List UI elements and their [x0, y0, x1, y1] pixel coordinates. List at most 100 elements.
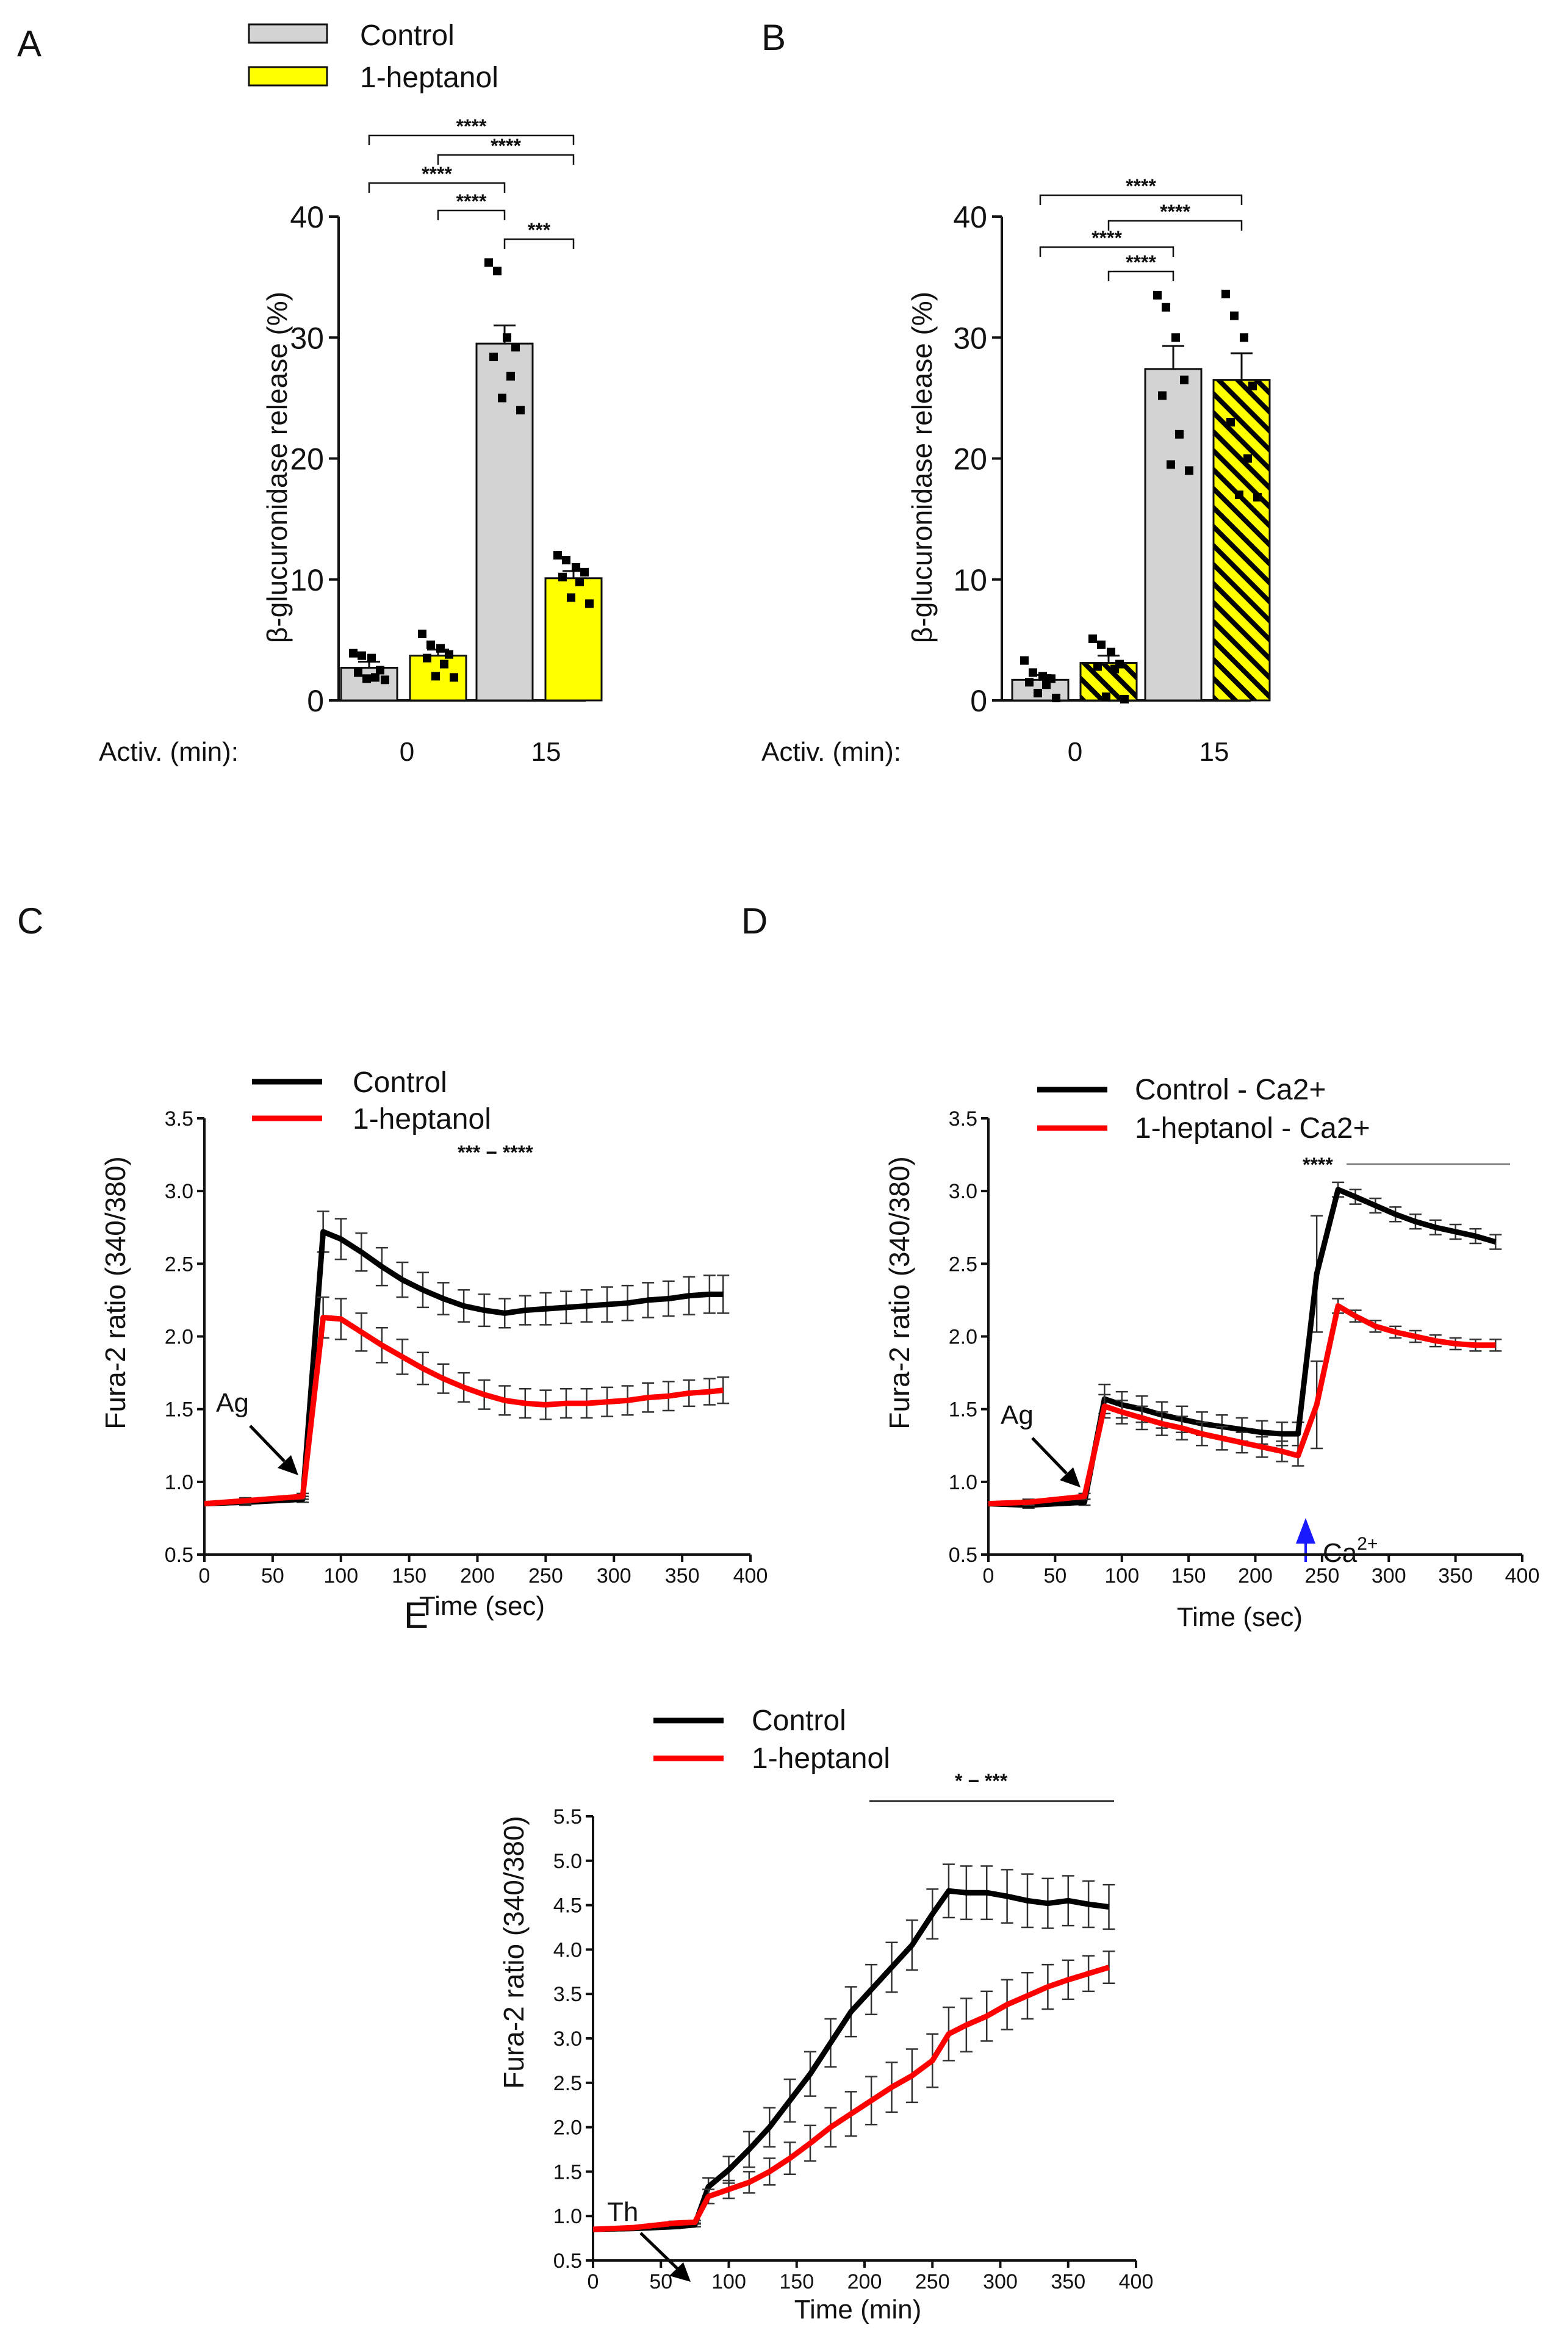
y-tick-label-A-1: 10	[290, 563, 324, 597]
sig-label-A-3: ****	[456, 190, 487, 212]
y-tick-label-E-2: 1.5	[553, 2160, 582, 2184]
category-label-b-15: 15	[1199, 737, 1229, 767]
data-point-B-0-1-7	[1120, 695, 1129, 704]
x-tick-label-D-5: 250	[1305, 1564, 1340, 1588]
legend-swatch-heptanol	[248, 66, 328, 87]
sig-label-A-2: ****	[422, 163, 452, 185]
data-point-B-1-1-5	[1243, 454, 1252, 463]
x-tick-label-C-5: 250	[528, 1564, 563, 1588]
ag-arrow-line-d	[1031, 1437, 1068, 1475]
data-point-A-0-0-5	[371, 673, 379, 682]
sig-bracket-A-2	[368, 182, 506, 193]
bar-chart-b: β-glucuronidase release (%) Activ. (min)…	[761, 175, 1271, 767]
x-tick-label-D-4: 200	[1238, 1564, 1273, 1588]
data-point-A-1-1-3	[580, 567, 589, 577]
panel-letter-b: B	[761, 17, 786, 58]
y-axis-label-d: Fura-2 ratio (340/380)	[883, 1156, 915, 1429]
significance-label-e: * − ***	[955, 1770, 1008, 1792]
data-point-A-1-0-5	[506, 372, 515, 381]
data-point-A-0-0-7	[381, 675, 389, 685]
series-line-E-0	[592, 1888, 1110, 2232]
y-tick-label-E-6: 3.5	[553, 1983, 582, 2006]
error-bar-C-1-23	[717, 1376, 730, 1404]
data-point-A-0-1-4	[423, 653, 431, 663]
y-tick-label-E-0: 0.5	[553, 2249, 582, 2273]
y-tick-label-D-3: 2.0	[949, 1326, 977, 1349]
data-point-A-0-1-6	[431, 672, 440, 681]
x-tick-label-E-3: 150	[779, 2270, 814, 2293]
x-tick-label-C-3: 150	[392, 1564, 426, 1588]
x-tick-label-D-3: 150	[1171, 1564, 1206, 1588]
data-point-A-0-1-7	[450, 673, 458, 682]
calcium-arrowhead-d	[1296, 1518, 1315, 1544]
th-arrowhead-e	[669, 2262, 691, 2282]
data-point-A-0-1-1	[426, 640, 435, 649]
y-tick-label-B-1: 10	[953, 563, 987, 597]
ag-arrowhead-c	[278, 1455, 298, 1475]
x-tick-label-E-6: 300	[983, 2270, 1018, 2293]
data-point-B-1-1-0	[1221, 289, 1230, 298]
data-point-A-0-0-4	[354, 668, 362, 677]
line-chart-d: Fura-2 ratio (340/380) Time (sec) Contro…	[883, 1074, 1539, 1632]
y-tick-label-B-3: 30	[953, 321, 987, 355]
y-tick-label-D-1: 1.0	[949, 1471, 977, 1494]
legend-label-e-heptanol: 1-heptanol	[752, 1742, 890, 1775]
sig-bracket-A-4	[503, 238, 575, 249]
x-tick-label-D-2: 100	[1104, 1564, 1139, 1588]
y-tick-label-A-3: 30	[290, 321, 324, 355]
data-point-A-0-0-3	[376, 666, 384, 675]
legend-label-c-heptanol: 1-heptanol	[353, 1103, 491, 1135]
panel-letter-e: E	[404, 1595, 428, 1636]
bar-chart-a: β-glucuronidase release (%) Activ. (min)…	[99, 115, 603, 767]
data-point-A-1-1-1	[562, 556, 570, 565]
x-tick-label-D-0: 0	[983, 1564, 994, 1588]
sig-bracket-A-1	[437, 154, 575, 165]
data-point-A-1-0-6	[498, 394, 506, 403]
y-axis-label-e: Fura-2 ratio (340/380)	[498, 1816, 530, 2088]
legend-label-d-control-text: Control - Ca2+	[1135, 1074, 1326, 1106]
sig-label-B-2: ****	[1091, 227, 1122, 249]
data-point-A-1-1-6	[567, 593, 575, 602]
x-axis-label-c: Time (sec)	[419, 1591, 545, 1621]
data-point-B-1-0-3	[1180, 375, 1189, 384]
ag-label-d: Ag	[1001, 1400, 1034, 1430]
data-point-B-1-1-6	[1235, 490, 1243, 499]
series-line-D-1	[988, 1303, 1496, 1507]
data-point-A-0-1-3	[445, 650, 453, 659]
data-point-B-1-0-0	[1153, 290, 1162, 300]
y-tick-label-E-4: 2.5	[553, 2072, 582, 2095]
y-tick-label-E-1: 1.0	[553, 2205, 582, 2228]
sig-label-A-4: ***	[528, 219, 551, 241]
y-tick-label-E-9: 5.0	[553, 1850, 582, 1873]
sig-bracket-B-3	[1107, 270, 1174, 281]
data-point-B-0-0-1	[1029, 668, 1037, 677]
y-tick-label-C-5: 3.0	[165, 1180, 193, 1203]
y-tick-label-E-7: 4.0	[553, 1938, 582, 1962]
calcium-label-sup: 2+	[1357, 1534, 1378, 1554]
sig-label-A-0: ****	[456, 115, 487, 137]
error-bar-B-1-1	[1231, 352, 1253, 380]
sig-label-A-1: ****	[491, 135, 521, 157]
legend-label-d-control: Control - Ca2+	[1135, 1074, 1326, 1106]
x-tick-label-E-0: 0	[588, 2270, 599, 2293]
data-point-A-1-1-7	[585, 599, 594, 608]
x-tick-label-D-1: 50	[1043, 1564, 1066, 1588]
y-tick-label-E-3: 2.0	[553, 2116, 582, 2140]
data-point-B-1-0-7	[1185, 466, 1193, 475]
data-point-A-1-0-4	[489, 352, 498, 361]
data-point-A-1-1-0	[553, 551, 562, 560]
data-point-B-0-0-4	[1025, 678, 1034, 687]
y-tick-label-A-2: 20	[290, 442, 324, 476]
y-tick-label-D-5: 3.0	[949, 1180, 977, 1203]
data-point-B-0-0-7	[1052, 694, 1060, 703]
y-axis-label-c: Fura-2 ratio (340/380)	[99, 1156, 131, 1429]
error-bar-D-0-23	[1489, 1234, 1502, 1250]
y-tick-label-C-3: 2.0	[165, 1326, 193, 1349]
data-point-B-1-0-1	[1162, 303, 1170, 312]
x-tick-label-D-6: 300	[1372, 1564, 1406, 1588]
data-point-A-0-0-0	[349, 649, 358, 658]
data-point-B-0-1-1	[1097, 640, 1106, 649]
data-point-B-0-0-6	[1034, 689, 1042, 698]
x-axis-label-d: Time (sec)	[1177, 1602, 1303, 1632]
x-tick-label-D-8: 400	[1505, 1564, 1540, 1588]
